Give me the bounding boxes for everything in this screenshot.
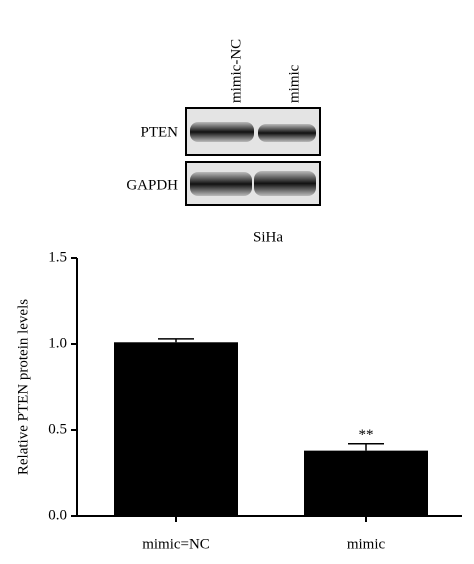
y-tick-label: 1.5: [48, 249, 67, 265]
blot-band: [190, 122, 254, 142]
bar: [304, 450, 428, 516]
x-tick-label: mimic: [347, 536, 386, 552]
blot-band: [190, 172, 252, 196]
band-label: PTEN: [141, 124, 179, 140]
significance-label: **: [359, 427, 374, 443]
cell-line-label: SiHa: [253, 229, 283, 245]
blot-band: [258, 124, 316, 142]
y-tick-label: 0.5: [48, 421, 67, 437]
band-label: GAPDH: [126, 177, 178, 193]
blot-band: [254, 171, 316, 196]
error-bar: [348, 443, 384, 451]
y-tick-label: 0.0: [48, 507, 67, 523]
y-tick-label: 1.0: [48, 335, 67, 351]
lane-label: mimic-NC: [228, 39, 244, 103]
error-bar: [158, 338, 194, 343]
x-tick-label: mimic=NC: [142, 536, 210, 552]
y-axis-label: Relative PTEN protein levels: [15, 299, 31, 475]
lane-label: mimic: [286, 64, 302, 103]
bar: [114, 342, 238, 516]
